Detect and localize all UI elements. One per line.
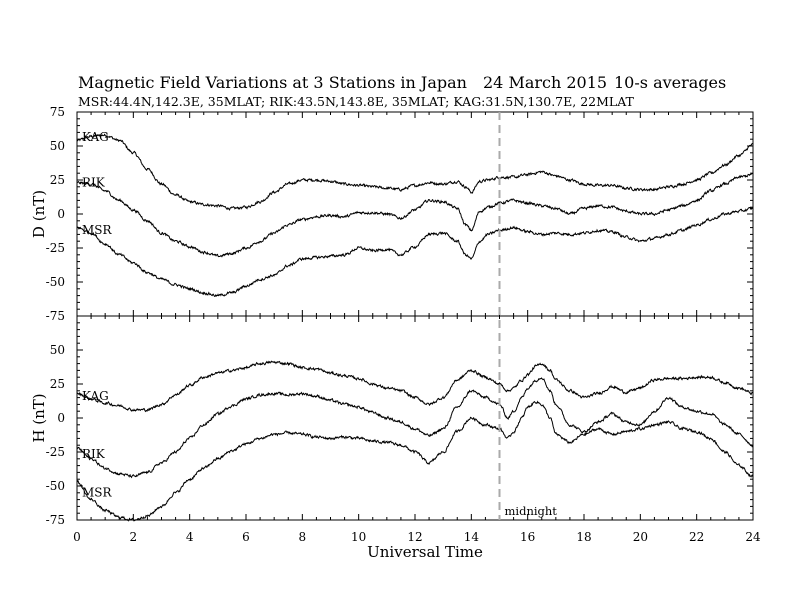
series-line-kag-panel-1 <box>76 133 754 211</box>
x-tick-label: 10 <box>351 530 366 544</box>
series-label-kag-panel-1: KAG <box>82 130 109 144</box>
series-label-kag-panel-2: KAG <box>82 389 109 403</box>
x-axis-label: Universal Time <box>367 543 483 561</box>
x-tick-label: 24 <box>745 530 761 544</box>
x-tick-label: 8 <box>299 530 307 544</box>
series-label-msr-panel-1: MSR <box>82 223 113 237</box>
series-line-rik-panel-2 <box>76 377 754 479</box>
y-axis-label-panel-1: D (nT) <box>30 190 48 238</box>
series-line-msr-panel-1 <box>76 206 754 297</box>
x-tick-label: 0 <box>73 530 81 544</box>
x-tick-label: 16 <box>520 530 535 544</box>
y-tick-label: -25 <box>46 445 65 459</box>
chart-title: Magnetic Field Variations at 3 Stations … <box>78 73 467 92</box>
y-tick-label: 25 <box>50 377 65 391</box>
x-tick-label: 12 <box>407 530 422 544</box>
chart-subtitle: MSR:44.4N,142.3E, 35MLAT; RIK:43.5N,143.… <box>78 94 635 109</box>
y-tick-label: 0 <box>57 207 65 221</box>
x-tick-label: 20 <box>633 530 648 544</box>
x-tick-label: 4 <box>186 530 194 544</box>
y-tick-label: 25 <box>50 173 65 187</box>
panel-frame-2 <box>76 315 754 521</box>
y-tick-label: -50 <box>46 479 65 493</box>
x-tick-label: 14 <box>464 530 480 544</box>
series-line-kag-panel-2 <box>76 360 754 413</box>
y-tick-label: -50 <box>46 275 65 289</box>
y-tick-label: 50 <box>50 343 65 357</box>
series-label-rik-panel-1: RIK <box>82 176 106 190</box>
y-tick-label: 0 <box>57 411 65 425</box>
series-line-msr-panel-2 <box>76 400 754 522</box>
x-tick-label: 22 <box>689 530 704 544</box>
x-tick-label: 2 <box>130 530 138 544</box>
chart-date: 24 March 2015 <box>483 73 607 92</box>
x-tick-label: 18 <box>576 530 591 544</box>
series-line-rik-panel-1 <box>76 172 754 258</box>
midnight-label: midnight <box>505 504 558 518</box>
y-tick-label: -25 <box>46 241 65 255</box>
y-tick-label: -75 <box>46 309 65 323</box>
y-tick-label: 50 <box>50 139 65 153</box>
chart-averaging: 10-s averages <box>614 73 726 92</box>
y-tick-label: 75 <box>50 105 65 119</box>
series-label-rik-panel-2: RIK <box>82 447 106 461</box>
series-label-msr-panel-2: MSR <box>82 485 113 499</box>
y-tick-label: -75 <box>46 513 65 527</box>
x-tick-label: 6 <box>242 530 250 544</box>
y-axis-label-panel-2: H (nT) <box>30 393 48 442</box>
